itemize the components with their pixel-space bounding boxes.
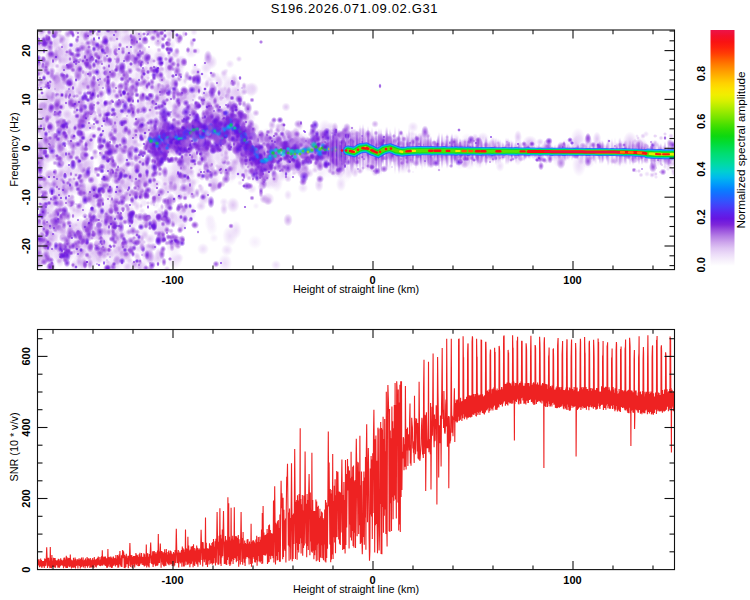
svg-text:0.4: 0.4 <box>695 161 707 177</box>
svg-text:100: 100 <box>563 574 581 586</box>
svg-text:400: 400 <box>20 418 32 436</box>
svg-text:600: 600 <box>20 347 32 365</box>
svg-text:S196.2026.071.09.02.G31: S196.2026.071.09.02.G31 <box>271 1 438 16</box>
svg-text:0.2: 0.2 <box>695 209 707 224</box>
svg-text:-20: -20 <box>20 238 32 254</box>
svg-text:20: 20 <box>20 44 32 56</box>
svg-text:0: 0 <box>20 567 32 573</box>
svg-text:0: 0 <box>20 145 32 151</box>
svg-text:200: 200 <box>20 489 32 507</box>
svg-text:-100: -100 <box>161 574 183 586</box>
svg-text:Height of straight line (km): Height of straight line (km) <box>293 583 419 595</box>
svg-text:-100: -100 <box>161 274 183 286</box>
svg-text:0.8: 0.8 <box>695 66 707 81</box>
svg-text:0.6: 0.6 <box>695 114 707 129</box>
svg-text:Normalized spectral amplitude: Normalized spectral amplitude <box>734 71 747 228</box>
svg-text:Frequency (Hz): Frequency (Hz) <box>8 112 20 186</box>
svg-text:-10: -10 <box>20 189 32 205</box>
svg-text:0.0: 0.0 <box>695 257 707 272</box>
svg-text:100: 100 <box>563 274 581 286</box>
svg-text:10: 10 <box>20 93 32 105</box>
svg-text:SNR (10 * v/v): SNR (10 * v/v) <box>8 413 20 482</box>
svg-text:Height of straight line (km): Height of straight line (km) <box>293 283 419 295</box>
